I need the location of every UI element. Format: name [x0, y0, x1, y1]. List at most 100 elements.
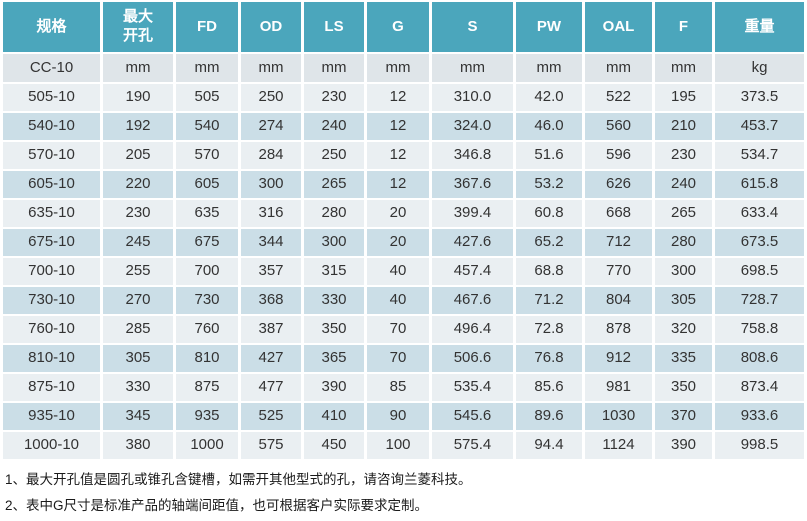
data-cell: 265 [304, 171, 364, 198]
data-cell: 230 [103, 200, 173, 227]
data-cell: 300 [241, 171, 301, 198]
data-cell: 912 [585, 345, 652, 372]
unit-cell: CC-10 [3, 54, 100, 82]
data-cell: 280 [304, 200, 364, 227]
data-cell: 525 [241, 403, 301, 430]
data-cell: 808.6 [715, 345, 804, 372]
table-row: 700-10 255 700 357 315 40 457.4 68.8 770 300 698.5 [3, 258, 804, 285]
data-cell: 72.8 [516, 316, 582, 343]
data-cell: 100 [367, 432, 429, 459]
data-cell: 560 [585, 113, 652, 140]
data-cell: 506.6 [432, 345, 513, 372]
table-row: 875-10 330 875 477 390 85 535.4 85.6 981 350 873.4 [3, 374, 804, 401]
table-row: 605-10 220 605 300 265 12 367.6 53.2 626 240 615.8 [3, 171, 804, 198]
data-cell: 12 [367, 171, 429, 198]
data-cell: 410 [304, 403, 364, 430]
data-cell: 730-10 [3, 287, 100, 314]
data-cell: 370 [655, 403, 712, 430]
data-cell: 53.2 [516, 171, 582, 198]
table-row: 540-10 192 540 274 240 12 324.0 46.0 560 210 453.7 [3, 113, 804, 140]
data-cell: 390 [655, 432, 712, 459]
data-cell: 730 [176, 287, 238, 314]
column-header: PW [516, 2, 582, 52]
data-cell: 873.4 [715, 374, 804, 401]
column-header: LS [304, 2, 364, 52]
data-cell: 12 [367, 142, 429, 169]
data-cell: 427 [241, 345, 301, 372]
data-cell: 935-10 [3, 403, 100, 430]
data-cell: 534.7 [715, 142, 804, 169]
data-cell: 760 [176, 316, 238, 343]
data-cell: 675-10 [3, 229, 100, 256]
data-cell: 760-10 [3, 316, 100, 343]
data-cell: 230 [304, 84, 364, 111]
data-cell: 250 [304, 142, 364, 169]
data-cell: 380 [103, 432, 173, 459]
table-row: 810-10 305 810 427 365 70 506.6 76.8 912 335 808.6 [3, 345, 804, 372]
data-cell: 285 [103, 316, 173, 343]
data-cell: 675 [176, 229, 238, 256]
data-cell: 505-10 [3, 84, 100, 111]
data-cell: 605-10 [3, 171, 100, 198]
data-cell: 20 [367, 200, 429, 227]
data-cell: 350 [304, 316, 364, 343]
data-cell: 615.8 [715, 171, 804, 198]
data-cell: 12 [367, 113, 429, 140]
spec-table: 规格 最大 开孔 FD OD LS G S PW OAL F 重量 CC-10 mm mm mm mm mm m… [3, 2, 804, 459]
data-cell: 220 [103, 171, 173, 198]
data-cell: 635-10 [3, 200, 100, 227]
data-cell: 605 [176, 171, 238, 198]
data-cell: 998.5 [715, 432, 804, 459]
data-cell: 255 [103, 258, 173, 285]
column-header: OAL [585, 2, 652, 52]
data-cell: 230 [655, 142, 712, 169]
table-row: 635-10 230 635 316 280 20 399.4 60.8 668 265 633.4 [3, 200, 804, 227]
data-cell: 935 [176, 403, 238, 430]
data-cell: 330 [103, 374, 173, 401]
data-cell: 320 [655, 316, 712, 343]
data-cell: 265 [655, 200, 712, 227]
data-cell: 522 [585, 84, 652, 111]
data-cell: 330 [304, 287, 364, 314]
column-header: S [432, 2, 513, 52]
data-cell: 94.4 [516, 432, 582, 459]
data-cell: 570 [176, 142, 238, 169]
unit-cell: kg [715, 54, 804, 82]
data-cell: 85.6 [516, 374, 582, 401]
column-header: 重量 [715, 2, 804, 52]
data-cell: 90 [367, 403, 429, 430]
data-cell: 365 [304, 345, 364, 372]
data-cell: 596 [585, 142, 652, 169]
data-cell: 305 [103, 345, 173, 372]
data-cell: 274 [241, 113, 301, 140]
data-cell: 71.2 [516, 287, 582, 314]
data-cell: 60.8 [516, 200, 582, 227]
data-cell: 335 [655, 345, 712, 372]
data-cell: 387 [241, 316, 301, 343]
data-cell: 810-10 [3, 345, 100, 372]
data-cell: 367.6 [432, 171, 513, 198]
data-cell: 575 [241, 432, 301, 459]
data-cell: 728.7 [715, 287, 804, 314]
data-cell: 284 [241, 142, 301, 169]
data-cell: 344 [241, 229, 301, 256]
data-cell: 245 [103, 229, 173, 256]
data-cell: 875 [176, 374, 238, 401]
data-cell: 1000-10 [3, 432, 100, 459]
data-cell: 453.7 [715, 113, 804, 140]
footnotes: 1、最大开孔值是圆孔或锥孔含键槽，如需开其他型式的孔，请咨询兰菱科技。 2、表中… [5, 472, 807, 514]
data-cell: 20 [367, 229, 429, 256]
data-cell: 875-10 [3, 374, 100, 401]
data-cell: 698.5 [715, 258, 804, 285]
data-cell: 373.5 [715, 84, 804, 111]
units-row: CC-10 mm mm mm mm mm mm mm mm mm kg [3, 54, 804, 82]
data-cell: 635 [176, 200, 238, 227]
data-cell: 540 [176, 113, 238, 140]
unit-cell: mm [176, 54, 238, 82]
data-cell: 545.6 [432, 403, 513, 430]
data-cell: 626 [585, 171, 652, 198]
data-cell: 981 [585, 374, 652, 401]
column-header: OD [241, 2, 301, 52]
data-cell: 390 [304, 374, 364, 401]
data-cell: 350 [655, 374, 712, 401]
